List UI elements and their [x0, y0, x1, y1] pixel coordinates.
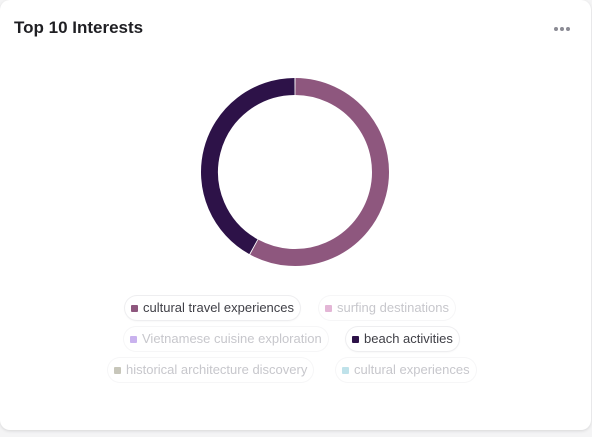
legend-swatch [342, 366, 349, 374]
legend-swatch [352, 335, 359, 343]
legend-label: beach activities [364, 331, 453, 346]
legend-swatch [131, 304, 138, 312]
legend-item[interactable]: cultural travel experiences [125, 296, 301, 320]
donut-chart [196, 73, 394, 271]
more-options-button[interactable] [550, 20, 574, 38]
chart-legend: cultural travel experiences surfing dest… [0, 292, 591, 392]
legend-item[interactable]: beach activities [346, 327, 459, 351]
legend-item[interactable]: cultural experiences [336, 358, 476, 382]
legend-label: historical architecture discovery [126, 362, 308, 377]
legend-swatch [325, 304, 332, 312]
legend-item[interactable]: surfing destinations [319, 296, 455, 320]
legend-item[interactable]: Vietnamese cuisine exploration [124, 327, 328, 351]
legend-swatch [114, 366, 121, 374]
more-dot-icon [560, 27, 564, 31]
legend-item[interactable]: historical architecture discovery [108, 358, 313, 382]
legend-label: Vietnamese cuisine exploration [142, 331, 322, 346]
legend-label: cultural experiences [354, 362, 470, 377]
legend-swatch [130, 335, 137, 343]
more-dot-icon [566, 27, 570, 31]
card-title: Top 10 Interests [14, 18, 144, 37]
more-dot-icon [554, 27, 558, 31]
donut-slice[interactable] [250, 78, 389, 266]
donut-chart-svg [201, 78, 389, 266]
legend-label: cultural travel experiences [143, 300, 295, 315]
legend-label: surfing destinations [337, 300, 450, 315]
donut-slice[interactable] [201, 78, 295, 255]
